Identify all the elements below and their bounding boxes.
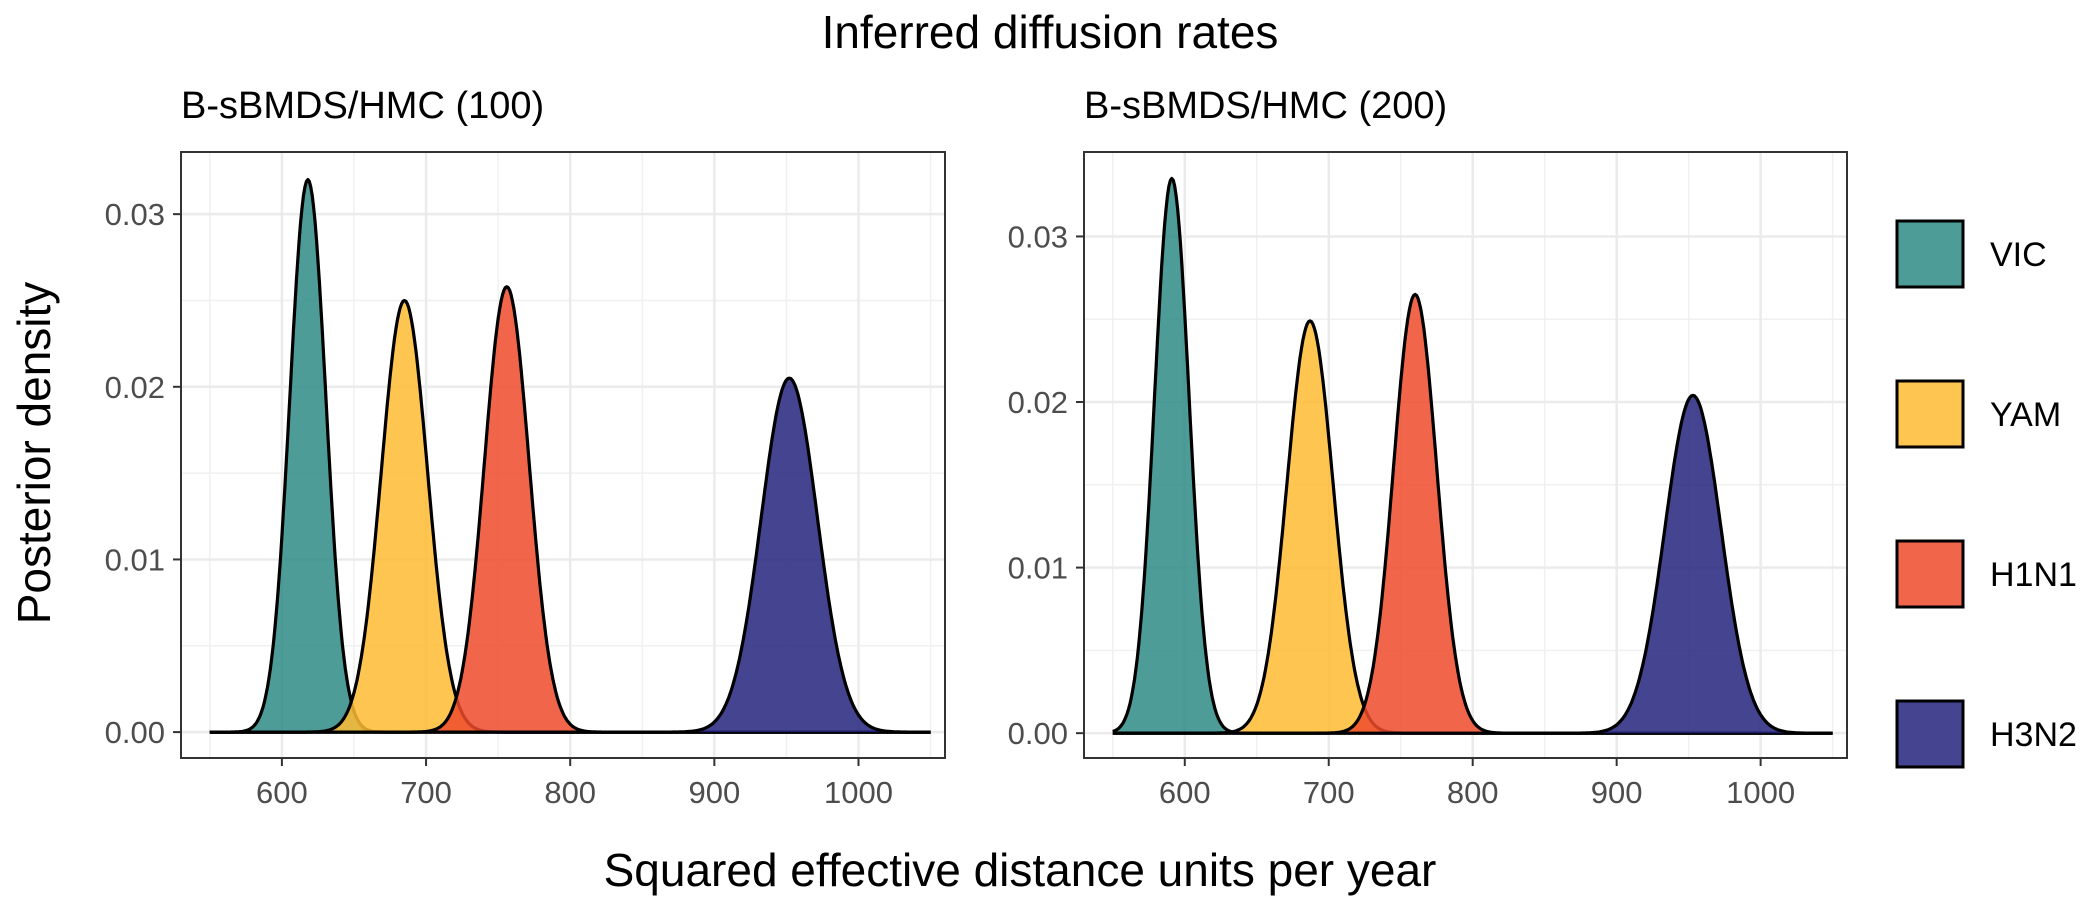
- density-area-h3n2: [1112, 395, 1833, 734]
- y-tick-label: 0.02: [105, 370, 165, 405]
- legend-item-yam: YAM: [1895, 379, 2061, 449]
- y-tick-label: 0.01: [1008, 551, 1068, 586]
- legend-key-vic: [1895, 219, 1965, 289]
- x-axis-label: Squared effective distance units per yea…: [604, 844, 1437, 896]
- panel-2: B-sBMDS/HMC (200) 600 700 800 900 1000 0.00 0.…: [1008, 85, 1848, 810]
- x-tick-label: 700: [1303, 775, 1355, 810]
- y-tick-label: 0.00: [105, 715, 165, 750]
- x-tick-label: 800: [1447, 775, 1499, 810]
- chart-title: Inferred diffusion rates: [822, 6, 1279, 58]
- x-tick-label: 900: [688, 775, 740, 810]
- panel-2-title: B-sBMDS/HMC (200): [1084, 85, 1447, 127]
- legend-label-h1n1: H1N1: [1990, 556, 2077, 594]
- density-line-h3n2: [209, 376, 931, 734]
- y-tick-label: 0.03: [105, 197, 165, 232]
- legend: VIC YAM H1N1 H3N2: [1895, 219, 2077, 769]
- x-tick-label: 600: [256, 775, 308, 810]
- legend-item-h3n2: H3N2: [1895, 699, 2077, 769]
- y-tick-label: 0.03: [1008, 219, 1068, 254]
- legend-key-yam: [1895, 379, 1965, 449]
- density-area-yam: [209, 300, 931, 733]
- panel-border: [180, 151, 946, 759]
- x-tick-label: 900: [1591, 775, 1643, 810]
- legend-key-h3n2: [1895, 699, 1965, 769]
- panel-border: [1083, 151, 1848, 759]
- density-area-vic: [209, 179, 931, 733]
- y-axis-label: Posterior density: [8, 282, 60, 625]
- x-tick-label: 600: [1159, 775, 1211, 810]
- legend-item-h1n1: H1N1: [1895, 539, 2077, 609]
- legend-label-vic: VIC: [1990, 236, 2047, 274]
- y-tick-label: 0.01: [105, 542, 165, 577]
- panel-2-plot: 600 700 800 900 1000 0.00 0.01 0.02 0.03: [1008, 151, 1848, 810]
- x-tick-label: 1000: [1726, 775, 1795, 810]
- x-tick-label: 800: [544, 775, 596, 810]
- density-line-h3n2: [1112, 393, 1833, 735]
- legend-label-h3n2: H3N2: [1990, 716, 2077, 754]
- x-tick-label: 700: [400, 775, 452, 810]
- legend-item-vic: VIC: [1895, 219, 2047, 289]
- legend-label-yam: YAM: [1990, 396, 2061, 434]
- panel-1-title: B-sBMDS/HMC (100): [181, 85, 544, 127]
- x-tick-label: 1000: [824, 775, 893, 810]
- y-tick-label: 0.00: [1008, 716, 1068, 751]
- panel-1-plot: 600 700 800 900 1000 0.00 0.01 0.02 0.03: [105, 151, 946, 810]
- y-tick-label: 0.02: [1008, 385, 1068, 420]
- legend-key-h1n1: [1895, 539, 1965, 609]
- panel-1: B-sBMDS/HMC (100) 600 700 800 900 1000 0.00 0.…: [105, 85, 946, 810]
- density-area-vic: [1112, 178, 1833, 734]
- density-area-h3n2: [209, 378, 931, 733]
